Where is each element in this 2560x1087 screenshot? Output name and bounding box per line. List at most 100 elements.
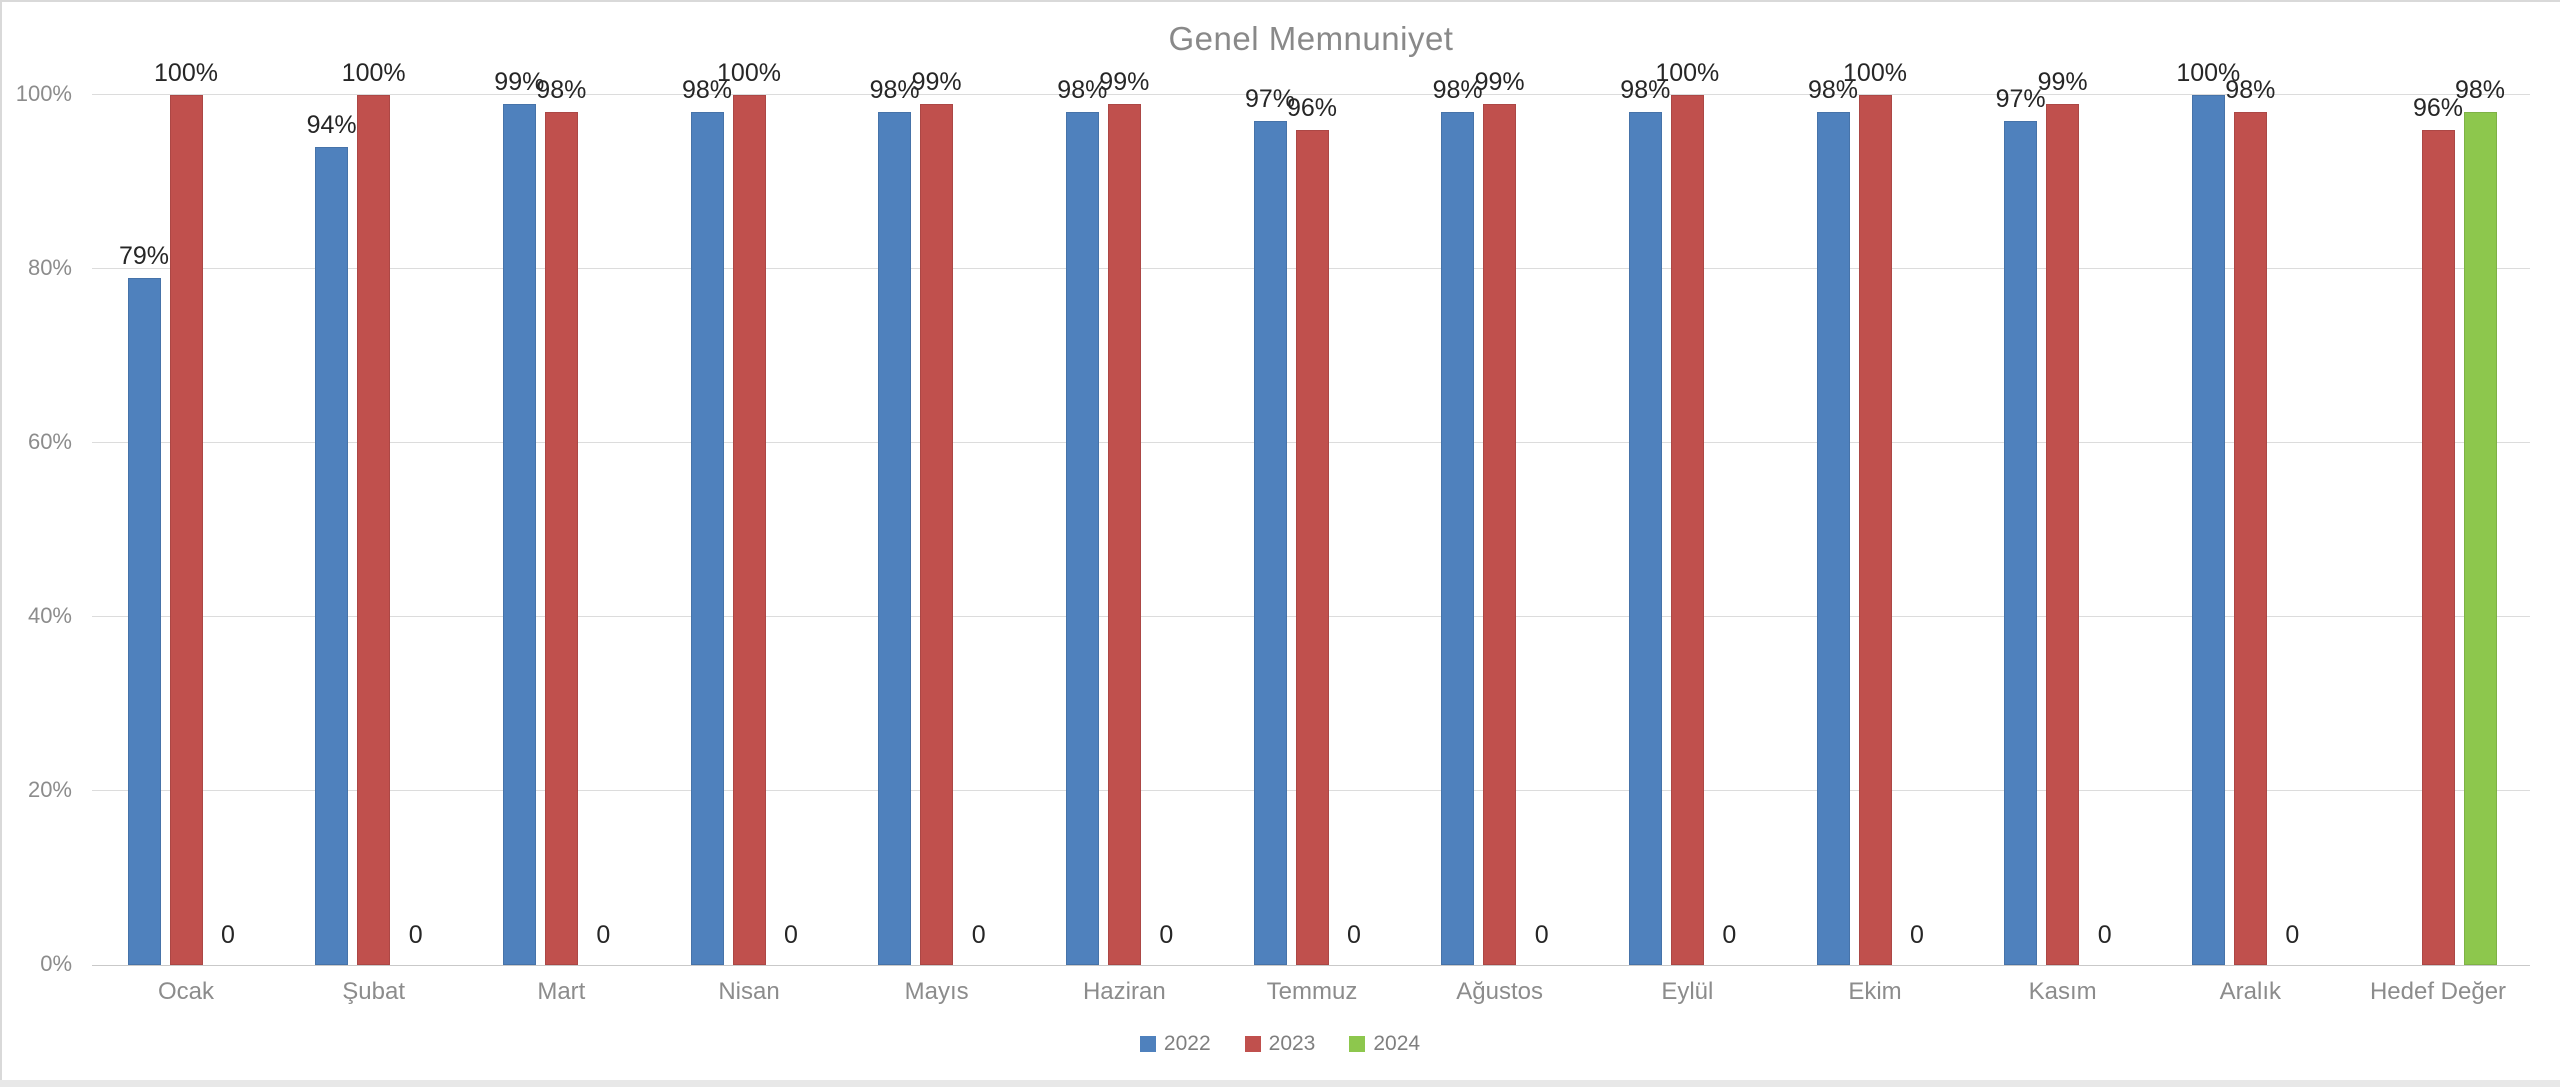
x-label-Eylül: Eylül <box>1661 978 1714 1005</box>
x-label-Mart: Mart <box>537 978 586 1005</box>
bar-2022-Kasım <box>2004 121 2038 965</box>
plot-area: 79% 94% 99% 98% 98% 98% 97% 98% 98% 98% 97% 100% 100… <box>92 59 2530 966</box>
data-label-2022-Temmuz: 97% <box>1244 85 1296 114</box>
bar-2023-Şubat <box>357 95 391 965</box>
x-label-Ağustos: Ağustos <box>1456 978 1544 1005</box>
legend: 2022 2023 2024 <box>0 1032 2560 1056</box>
data-label-2023-Haziran: 99% <box>1099 67 1150 96</box>
bar-2023-Nisan <box>732 95 766 965</box>
data-label-2023-Eylül: 100% <box>1655 59 1720 87</box>
data-label-2024-Ağustos: 0 <box>1534 921 1549 949</box>
data-label-2024-Aralık: 0 <box>2285 921 2300 949</box>
bar-2022-Şubat <box>315 147 349 965</box>
data-label-2024-Şubat: 0 <box>408 921 423 949</box>
legend-label-2023: 2023 <box>1268 1032 1316 1055</box>
data-label-2023-Ocak: 100% <box>154 59 218 87</box>
data-label-2022-Haziran: 98% <box>1057 76 1108 105</box>
data-label-2024-Eylül: 0 <box>1722 921 1737 949</box>
data-label-2022-Kasım: 97% <box>1995 85 2046 114</box>
data-label-2023-Ekim: 100% <box>1843 59 1907 87</box>
bar-2022-Eylül <box>1628 112 1662 965</box>
x-label-Kasım: Kasım <box>2028 978 2097 1005</box>
y-tick-60%: 60% <box>27 429 72 454</box>
data-label-2022-Şubat: 94% <box>306 111 357 140</box>
bar-2022-Mayıs <box>878 112 912 965</box>
bar-2023-Ocak <box>169 95 203 965</box>
legend-item-2024: 2024 <box>1349 1032 1420 1056</box>
bar-2023-Haziran <box>1107 103 1141 965</box>
legend-label-2022: 2022 <box>1163 1032 1211 1055</box>
data-label-2023-Mart: 98% <box>536 76 587 105</box>
frame-bottom-border <box>0 1080 2560 1087</box>
bar-2022-Aralık <box>2191 95 2225 965</box>
x-label-Aralık: Aralık <box>2219 978 2281 1005</box>
frame-left-border <box>0 0 2 1082</box>
data-label-2023-Mayıs: 99% <box>911 67 962 96</box>
data-label-2023-Kasım: 99% <box>2037 67 2088 96</box>
bar-2022-Ocak <box>127 277 161 965</box>
data-label-2023-Hedef Değer: 96% <box>2412 93 2464 122</box>
x-label-Haziran: Haziran <box>1082 978 1166 1005</box>
data-label-2023-Temmuz: 96% <box>1286 93 1338 122</box>
bar-2022-Ağustos <box>1441 112 1475 965</box>
bar-2023-Ekim <box>1858 95 1892 965</box>
bar-2023-Temmuz <box>1295 129 1329 965</box>
x-label-Ocak: Ocak <box>157 978 214 1005</box>
data-label-2022-Ekim: 98% <box>1807 76 1859 105</box>
gridline-100% <box>92 94 2530 95</box>
legend-swatch-2022 <box>1139 1036 1156 1052</box>
x-label-Hedef Değer: Hedef Değer <box>2369 978 2507 1005</box>
data-label-2022-Mart: 99% <box>494 67 545 96</box>
bar-2023-Kasım <box>2046 103 2080 965</box>
data-label-2022-Aralık: 100% <box>2176 59 2241 87</box>
data-label-2023-Aralık: 98% <box>2225 76 2276 105</box>
bar-2023-Aralık <box>2233 112 2267 965</box>
x-label-Nisan: Nisan <box>718 978 780 1005</box>
data-label-2023-Şubat: 100% <box>341 59 406 87</box>
data-label-2024-Hedef Değer: 98% <box>2454 76 2506 105</box>
data-label-2024-Nisan: 0 <box>784 921 798 949</box>
y-tick-20%: 20% <box>27 777 72 802</box>
y-tick-80%: 80% <box>27 255 72 280</box>
legend-swatch-2024 <box>1349 1036 1366 1052</box>
bar-2023-Mayıs <box>920 103 954 965</box>
data-label-2024-Haziran: 0 <box>1159 921 1174 949</box>
bar-2022-Temmuz <box>1253 121 1287 965</box>
bar-2023-Eylül <box>1670 95 1704 965</box>
data-label-2024-Ekim: 0 <box>1910 921 1924 949</box>
data-label-2024-Ocak: 0 <box>221 921 235 949</box>
data-label-2024-Kasım: 0 <box>2097 921 2112 949</box>
x-label-Ekim: Ekim <box>1848 978 1902 1005</box>
bar-2022-Ekim <box>1816 112 1850 965</box>
data-label-2022-Ağustos: 98% <box>1432 76 1483 105</box>
bar-2023-Mart <box>544 112 578 965</box>
bar-2023-Ağustos <box>1483 103 1517 965</box>
legend-item-2022: 2022 <box>1139 1032 1211 1056</box>
bar-2024-Hedef Değer <box>2463 112 2497 965</box>
data-label-2022-Mayıs: 98% <box>869 76 920 105</box>
data-label-2023-Nisan: 100% <box>717 59 781 87</box>
data-label-2022-Nisan: 98% <box>681 76 733 105</box>
data-label-2022-Ocak: 79% <box>118 241 170 270</box>
gridline-0% <box>92 965 2530 966</box>
data-label-2023-Ağustos: 99% <box>1474 67 1525 96</box>
bar-2022-Mart <box>502 103 536 965</box>
x-label-Temmuz: Temmuz <box>1266 978 1358 1005</box>
y-tick-40%: 40% <box>27 603 72 628</box>
data-label-2024-Mart: 0 <box>596 921 611 949</box>
data-label-2024-Mayıs: 0 <box>971 921 986 949</box>
data-label-2022-Eylül: 98% <box>1620 76 1671 105</box>
frame-top-border <box>0 0 2560 2</box>
legend-swatch-2023 <box>1244 1036 1261 1052</box>
legend-label-2024: 2024 <box>1373 1032 1421 1055</box>
data-label-2024-Temmuz: 0 <box>1347 921 1361 949</box>
legend-item-2023: 2023 <box>1244 1032 1316 1056</box>
bar-2022-Nisan <box>690 112 724 965</box>
bar-2023-Hedef Değer <box>2421 129 2455 965</box>
y-tick-100%: 100% <box>15 81 72 106</box>
bar-2022-Haziran <box>1065 112 1099 965</box>
x-label-Mayıs: Mayıs <box>904 978 969 1005</box>
y-tick-0%: 0% <box>40 951 72 976</box>
x-label-Şubat: Şubat <box>342 978 406 1005</box>
